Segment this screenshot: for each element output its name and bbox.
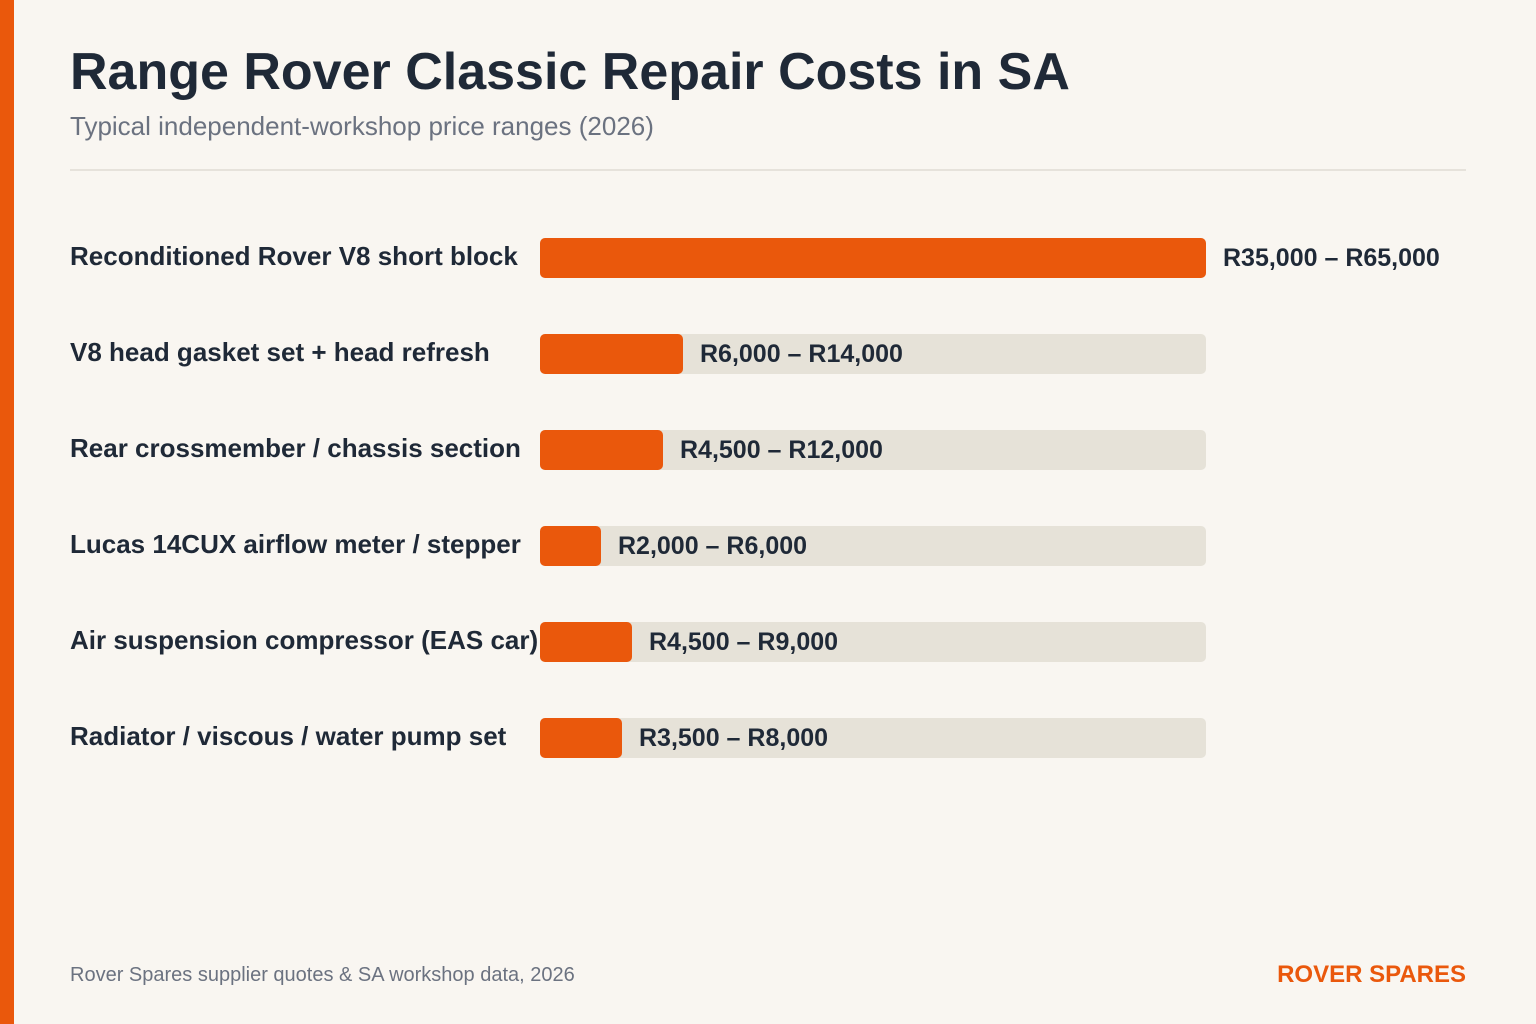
- footer-source: Rover Spares supplier quotes & SA worksh…: [70, 964, 575, 986]
- value-label: R4,500 – R12,000: [680, 436, 883, 464]
- header-divider: [70, 169, 1466, 171]
- value-label: R6,000 – R14,000: [700, 340, 903, 368]
- bar: [540, 238, 1206, 278]
- bar-row: Air suspension compressor (EAS car) R4,50…: [0, 622, 1536, 662]
- bar-row: Lucas 14CUX airflow meter / stepper R2,00…: [0, 526, 1536, 566]
- brand-logo: ROVER SPARES: [1277, 961, 1466, 988]
- value-label: R2,000 – R6,000: [618, 532, 808, 560]
- bar-row: V8 head gasket set + head refresh R6,000 …: [0, 334, 1536, 374]
- bar: [540, 334, 683, 374]
- category-label: Lucas 14CUX airflow meter / stepper: [70, 529, 521, 559]
- bar-row: Reconditioned Rover V8 short block R35,00…: [0, 238, 1536, 278]
- accent-stripe: [0, 0, 14, 1024]
- bar-track: [540, 718, 1206, 758]
- category-label: V8 head gasket set + head refresh: [70, 337, 490, 367]
- bar: [540, 430, 663, 470]
- chart-title: Range Rover Classic Repair Costs in SA: [70, 43, 1070, 101]
- bar: [540, 622, 632, 662]
- category-label: Air suspension compressor (EAS car): [70, 625, 538, 655]
- bar: [540, 718, 622, 758]
- category-label: Radiator / viscous / water pump set: [70, 721, 507, 751]
- bar: [540, 526, 601, 566]
- bar-row: Rear crossmember / chassis section R4,500…: [0, 430, 1536, 470]
- value-label: R4,500 – R9,000: [649, 628, 839, 656]
- bar-track: [540, 526, 1206, 566]
- value-label: R3,500 – R8,000: [639, 724, 829, 752]
- bar-track: [540, 622, 1206, 662]
- category-label: Reconditioned Rover V8 short block: [70, 241, 518, 271]
- chart-subtitle: Typical independent-workshop price range…: [70, 111, 654, 141]
- value-label: R35,000 – R65,000: [1223, 244, 1440, 272]
- bar-row: Radiator / viscous / water pump set R3,50…: [0, 718, 1536, 758]
- category-label: Rear crossmember / chassis section: [70, 433, 521, 463]
